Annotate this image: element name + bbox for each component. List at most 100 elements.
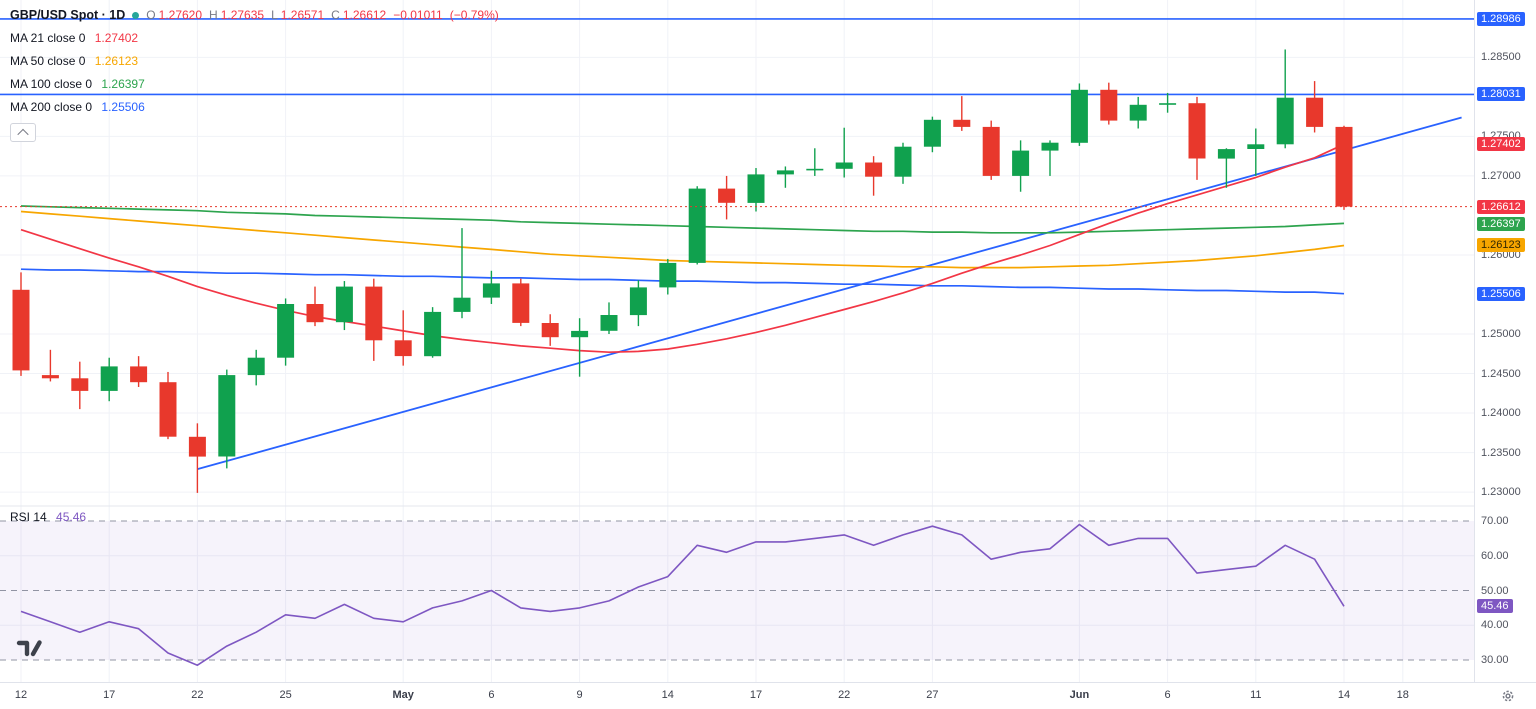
time-axis-label: 18 xyxy=(1396,689,1409,701)
candle-body xyxy=(1012,150,1030,176)
candle-body xyxy=(1159,103,1177,105)
time-axis-label: 25 xyxy=(279,689,292,701)
ma21-value-badge: 1.27402 xyxy=(1477,137,1525,152)
time-axis-label: 9 xyxy=(576,689,583,701)
candle-body xyxy=(982,126,1000,176)
candle-body xyxy=(659,262,677,288)
ma21-line xyxy=(20,143,1345,354)
candle-body xyxy=(277,304,295,358)
rsi-axis-tick: 40.00 xyxy=(1481,619,1509,632)
rsi-axis-tick: 60.00 xyxy=(1481,549,1509,562)
time-axis-label: Jun xyxy=(1069,689,1090,701)
symbol-title[interactable]: GBP/USD Spot · 1D xyxy=(10,8,126,22)
chart-canvas[interactable] xyxy=(0,0,1474,682)
price-axis-tick: 1.25000 xyxy=(1481,328,1521,341)
candle-body xyxy=(718,188,736,203)
symbol-ohlc-row: GBP/USD Spot · 1D O 1.27620 H 1.27635 L … xyxy=(10,6,499,24)
candle-body xyxy=(394,340,412,357)
ma200-line xyxy=(20,268,1345,295)
ma50-line xyxy=(20,210,1345,269)
price-axis[interactable]: 1.285001.275001.270001.260001.250001.245… xyxy=(1474,0,1536,682)
candle-body xyxy=(629,287,647,316)
chevron-up-icon xyxy=(17,128,29,140)
time-axis-label: 12 xyxy=(14,689,28,701)
candle-body xyxy=(365,286,383,341)
trendline[interactable] xyxy=(197,116,1462,471)
candle-body xyxy=(923,119,941,147)
change-percent: (−0.79%) xyxy=(449,8,499,22)
resistance-level-badge: 1.28031 xyxy=(1477,87,1525,102)
time-axis-label: May xyxy=(392,689,414,701)
candle-body xyxy=(512,283,530,323)
ma100-line xyxy=(20,205,1345,234)
ma100-value-badge: 1.26397 xyxy=(1477,216,1525,231)
high-value: H 1.27635 xyxy=(209,8,265,22)
price-axis-tick: 1.28500 xyxy=(1481,51,1521,64)
candle-body xyxy=(482,283,500,298)
candle-body xyxy=(100,366,118,391)
candle-body xyxy=(424,311,442,357)
candle-body xyxy=(865,162,883,177)
rsi-axis-tick: 30.00 xyxy=(1481,654,1509,666)
candle-body xyxy=(806,168,824,171)
candle-body xyxy=(571,330,589,338)
price-axis-tick: 1.23000 xyxy=(1481,486,1521,499)
time-axis-label: 22 xyxy=(838,689,851,701)
rsi-axis-tick: 50.00 xyxy=(1481,584,1509,597)
rsi-axis-tick: 70.00 xyxy=(1481,515,1509,527)
rsi-legend[interactable]: RSI 14 45.46 xyxy=(10,510,87,524)
gear-icon xyxy=(1502,690,1514,702)
candle-body xyxy=(247,357,265,376)
time-axis-label: 17 xyxy=(749,689,763,701)
upper-level-badge: 1.28986 xyxy=(1477,11,1525,26)
candle-body xyxy=(1100,89,1118,121)
candle-body xyxy=(335,286,353,323)
indicator-legend-ma21[interactable]: MA 21 close 0 1.27402 xyxy=(10,31,139,45)
candle-body xyxy=(1129,104,1147,121)
tradingview-logo[interactable] xyxy=(16,638,46,663)
candle-body xyxy=(1276,97,1294,145)
candle-body xyxy=(218,375,236,457)
candle-body xyxy=(41,375,59,379)
tradingview-logo-icon xyxy=(16,640,42,657)
candle-body xyxy=(71,378,89,391)
candle-body xyxy=(747,174,765,203)
indicator-legend-ma50[interactable]: MA 50 close 0 1.26123 xyxy=(10,54,139,68)
candle-body xyxy=(1306,97,1324,127)
candle-body xyxy=(1041,142,1059,151)
collapse-legend-button[interactable] xyxy=(10,123,36,142)
time-axis-label: 22 xyxy=(191,689,204,701)
candle-body xyxy=(600,315,618,331)
axis-settings-button[interactable] xyxy=(1499,687,1517,705)
candle-body xyxy=(894,146,912,177)
low-value: L 1.26571 xyxy=(271,8,325,22)
indicator-legend-ma100[interactable]: MA 100 close 0 1.26397 xyxy=(10,77,145,91)
candle-body xyxy=(688,188,706,263)
time-axis-label: 6 xyxy=(488,689,495,701)
candle-body xyxy=(1247,144,1265,149)
candle-body xyxy=(306,304,324,323)
candle-body xyxy=(541,323,559,338)
rsi-line xyxy=(20,523,1345,667)
time-axis-label: 14 xyxy=(1337,689,1351,701)
close-value: C 1.26612 xyxy=(331,8,387,22)
time-axis-label: 27 xyxy=(926,689,939,701)
price-axis-tick: 1.23500 xyxy=(1481,446,1521,459)
time-axis[interactable]: 12 17 22 25 May 6 9 14 17 22 27 Jun 6 11 14 18 xyxy=(0,682,1536,709)
candle-body xyxy=(1217,149,1235,159)
indicator-legend-ma200[interactable]: MA 200 close 0 1.25506 xyxy=(10,100,145,114)
candle-body xyxy=(130,366,148,383)
price-axis-tick: 1.24000 xyxy=(1481,407,1521,420)
candle-body xyxy=(453,297,471,312)
rsi-value-badge: 45.46 xyxy=(1477,599,1513,614)
time-axis-label: 17 xyxy=(103,689,116,701)
ma200-value-badge: 1.25506 xyxy=(1477,287,1525,302)
price-axis-tick: 1.27000 xyxy=(1481,169,1521,182)
candle-body xyxy=(1188,103,1206,159)
market-status-dot xyxy=(132,11,140,19)
time-axis-label: 11 xyxy=(1250,689,1262,701)
change-absolute: −0.01011 xyxy=(393,8,443,22)
open-value: O 1.27620 xyxy=(146,8,203,22)
candle-body xyxy=(159,382,177,437)
